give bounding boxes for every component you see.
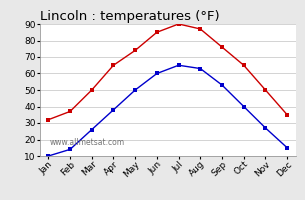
Text: Lincoln : temperatures (°F): Lincoln : temperatures (°F) xyxy=(40,10,219,23)
Text: www.allmetsat.com: www.allmetsat.com xyxy=(50,138,125,147)
